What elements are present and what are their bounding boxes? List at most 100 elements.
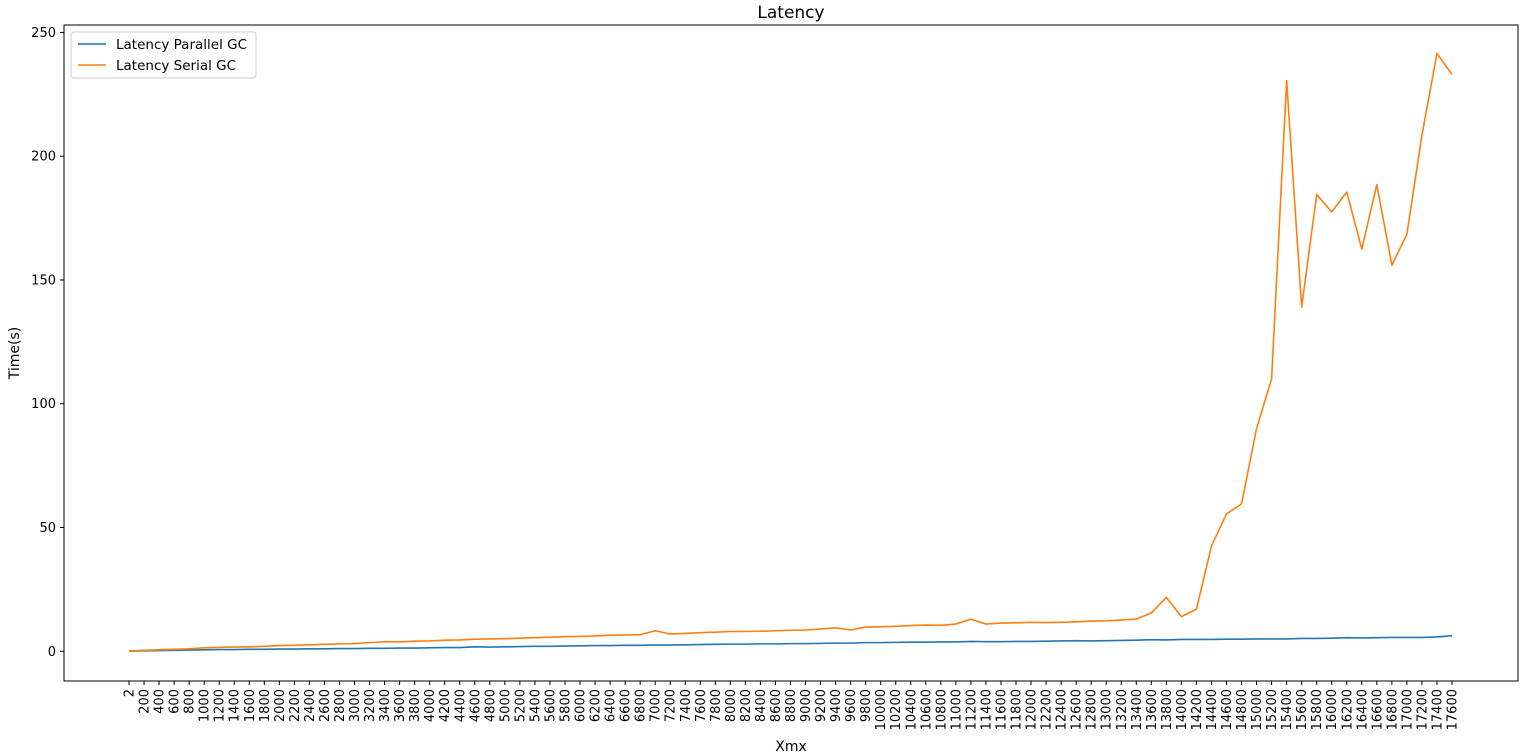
series-line-serial-gc <box>128 52 1453 652</box>
y-tick-label: 50 <box>39 521 56 536</box>
x-tick-label: 10400 <box>904 689 919 730</box>
x-tick-label: 6600 <box>619 689 634 722</box>
x-tick-label: 15400 <box>1280 689 1295 730</box>
series-layer <box>128 52 1453 652</box>
x-tick-label: 8400 <box>754 689 769 722</box>
x-tick-label: 9600 <box>844 689 859 722</box>
x-tick-label: 200 <box>138 689 153 714</box>
x-tick-label: 2200 <box>288 689 303 722</box>
legend: Latency Parallel GC Latency Serial GC <box>70 31 257 79</box>
x-tick-label: 11000 <box>949 689 964 730</box>
x-tick-label: 4800 <box>483 689 498 722</box>
x-tick-label: 17600 <box>1446 689 1461 730</box>
x-tick-label: 11600 <box>994 689 1009 730</box>
x-tick-label: 800 <box>183 689 198 714</box>
x-tick-label: 3400 <box>378 689 393 722</box>
x-tick-label: 2400 <box>303 689 318 722</box>
x-tick-label: 7600 <box>694 689 709 722</box>
x-tick-label: 16600 <box>1370 689 1385 730</box>
x-tick-label: 2 <box>123 689 138 697</box>
x-tick-label: 7400 <box>679 689 694 722</box>
x-tick-label: 14000 <box>1175 689 1190 730</box>
x-tick-label: 5000 <box>498 689 513 722</box>
y-tick-label: 0 <box>48 645 56 660</box>
x-tick-label: 8000 <box>724 689 739 722</box>
x-tick-label: 14800 <box>1235 689 1250 730</box>
x-tick-label: 8600 <box>769 689 784 722</box>
x-tick-label: 9800 <box>859 689 874 722</box>
x-tick-label: 4400 <box>453 689 468 722</box>
legend-label-serial: Latency Serial GC <box>116 58 236 74</box>
x-tick-label: 15600 <box>1295 689 1310 730</box>
x-tick-label: 16400 <box>1355 689 1370 730</box>
x-tick-label: 3800 <box>408 689 423 722</box>
x-tick-label: 14600 <box>1220 689 1235 730</box>
plot-area <box>64 25 1518 681</box>
x-axis: 2 200 400 600 800 1000 1200 1400 1600 1800 2000 220… <box>123 681 1461 730</box>
x-tick-label: 2600 <box>318 689 333 722</box>
x-tick-label: 600 <box>168 689 183 714</box>
y-axis-label: Time(s) <box>7 327 23 380</box>
legend-box <box>70 31 257 79</box>
x-tick-label: 13800 <box>1160 689 1175 730</box>
x-tick-label: 13200 <box>1115 689 1130 730</box>
plot-frame <box>63 24 1519 682</box>
x-tick-label: 7800 <box>709 689 724 722</box>
x-tick-label: 9000 <box>799 689 814 722</box>
x-tick-label: 13400 <box>1130 689 1145 730</box>
legend-label-parallel: Latency Parallel GC <box>116 37 247 53</box>
x-tick-label: 13600 <box>1145 689 1160 730</box>
x-tick-label: 12000 <box>1025 689 1040 730</box>
x-tick-label: 1000 <box>198 689 213 722</box>
x-tick-label: 3000 <box>348 689 363 722</box>
x-tick-label: 1800 <box>258 689 273 722</box>
chart-title: Latency <box>757 3 824 23</box>
x-tick-label: 6200 <box>589 689 604 722</box>
x-tick-label: 6800 <box>634 689 649 722</box>
x-tick-label: 16200 <box>1340 689 1355 730</box>
x-tick-label: 5400 <box>528 689 543 722</box>
x-tick-label: 5200 <box>513 689 528 722</box>
x-tick-label: 12200 <box>1040 689 1055 730</box>
x-tick-label: 10000 <box>874 689 889 730</box>
x-tick-label: 9200 <box>814 689 829 722</box>
x-tick-label: 5800 <box>558 689 573 722</box>
x-tick-label: 7000 <box>649 689 664 722</box>
x-tick-label: 12600 <box>1070 689 1085 730</box>
x-tick-label: 10600 <box>919 689 934 730</box>
x-tick-label: 2000 <box>273 689 288 722</box>
y-axis: 0 50 100 150 200 250 <box>31 26 64 660</box>
x-tick-label: 1600 <box>243 689 258 722</box>
x-tick-label: 4000 <box>423 689 438 722</box>
x-tick-label: 10800 <box>934 689 949 730</box>
x-tick-label: 11400 <box>979 689 994 730</box>
x-tick-label: 14400 <box>1205 689 1220 730</box>
x-tick-label: 6000 <box>574 689 589 722</box>
y-tick-label: 200 <box>31 150 56 165</box>
x-tick-label: 17400 <box>1430 689 1445 730</box>
y-tick-label: 100 <box>31 397 56 412</box>
x-tick-label: 11200 <box>964 689 979 730</box>
y-tick-label: 150 <box>31 273 56 288</box>
series-line-parallel-gc <box>128 634 1453 652</box>
x-tick-label: 15000 <box>1250 689 1265 730</box>
x-tick-label: 2800 <box>333 689 348 722</box>
x-tick-label: 4600 <box>468 689 483 722</box>
x-tick-label: 13000 <box>1100 689 1115 730</box>
x-tick-label: 4200 <box>438 689 453 722</box>
x-tick-label: 3600 <box>393 689 408 722</box>
x-tick-label: 5600 <box>543 689 558 722</box>
x-tick-label: 10200 <box>889 689 904 730</box>
x-tick-label: 400 <box>153 689 168 714</box>
y-tick-label: 250 <box>31 26 56 41</box>
x-tick-label: 17000 <box>1400 689 1415 730</box>
x-tick-label: 14200 <box>1190 689 1205 730</box>
x-tick-label: 1400 <box>228 689 243 722</box>
x-tick-label: 9400 <box>829 689 844 722</box>
x-tick-label: 17200 <box>1415 689 1430 730</box>
x-axis-label: Xmx <box>775 739 807 754</box>
x-tick-label: 1200 <box>213 689 228 722</box>
x-tick-label: 11800 <box>1010 689 1025 730</box>
x-tick-label: 16800 <box>1385 689 1400 730</box>
x-tick-label: 8200 <box>739 689 754 722</box>
